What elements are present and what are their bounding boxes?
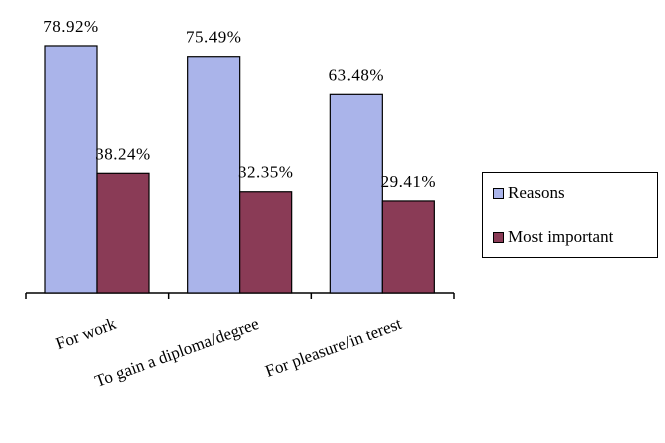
legend-item-reasons: Reasons: [493, 183, 565, 203]
bars: [44, 45, 435, 294]
data-label-reasons-diploma-degree: 75.49%: [186, 28, 241, 47]
legend-item-most-important: Most important: [493, 227, 613, 247]
legend-swatch-most-important: [493, 231, 504, 243]
data-label-most-important-diploma-degree: 32.35%: [238, 163, 293, 182]
bar-most-important-for-work: [96, 172, 150, 294]
legend-label-reasons: Reasons: [508, 183, 565, 202]
category-label-pleasure-interest: For pleasure/in terest: [263, 314, 405, 381]
data-label-reasons-pleasure-interest: 63.48%: [329, 65, 384, 84]
bar-most-important-diploma-degree: [239, 191, 293, 294]
data-label-reasons-for-work: 78.92%: [43, 17, 98, 36]
bar-reasons-pleasure-interest: [329, 93, 383, 294]
data-labels: 78.92% 38.24% 75.49% 32.35% 63.48% 29.41%: [43, 17, 436, 191]
data-label-most-important-pleasure-interest: 29.41%: [381, 172, 436, 191]
bar-reasons-for-work: [44, 45, 98, 294]
legend-swatch-reasons: [493, 187, 504, 199]
bar-most-important-pleasure-interest: [381, 200, 435, 294]
legend-label-most-important: Most important: [508, 227, 614, 246]
bar-reasons-diploma-degree: [187, 56, 241, 294]
data-label-most-important-for-work: 38.24%: [95, 144, 150, 163]
category-label-diploma-degree: To gain a diploma/degree: [92, 314, 261, 391]
x-axis: [25, 292, 455, 299]
category-label-for-work: For work: [53, 314, 119, 354]
legend: Reasons Most important: [482, 172, 658, 258]
